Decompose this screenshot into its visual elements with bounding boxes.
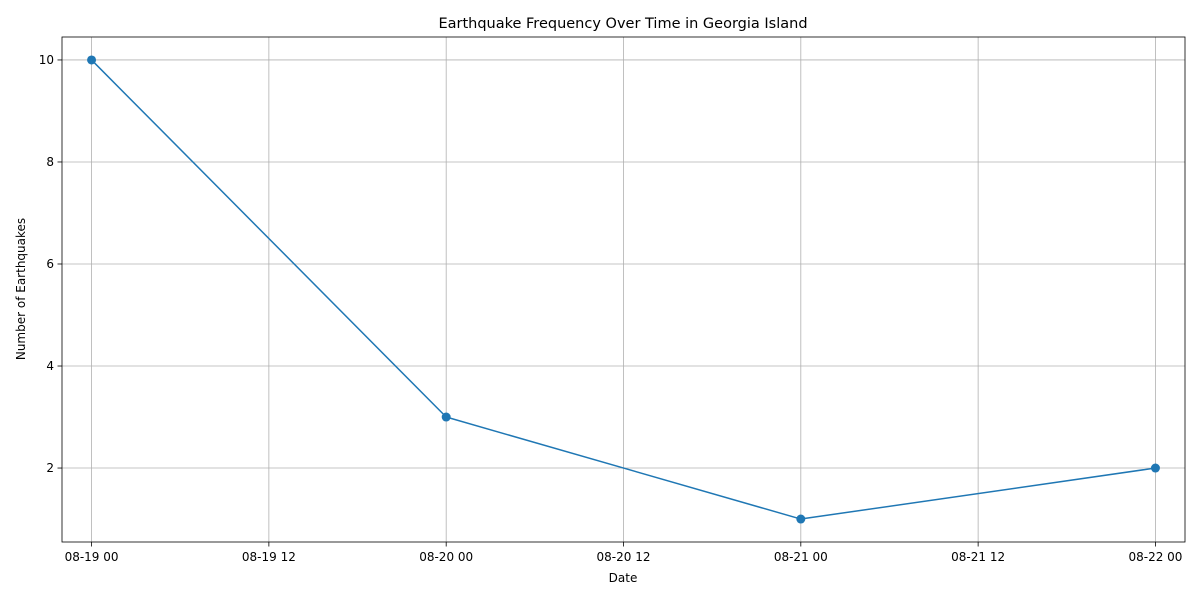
- series-line: [91, 59, 1156, 520]
- x-tick-label: 08-19 12: [242, 550, 296, 564]
- data-point: [87, 55, 97, 65]
- data-point: [796, 514, 806, 524]
- x-axis-label: Date: [609, 571, 638, 585]
- data-point: [441, 412, 451, 422]
- y-tick-label: 6: [46, 257, 54, 271]
- x-tick-label: 08-21 12: [951, 550, 1005, 564]
- y-tick-label: 4: [46, 359, 54, 373]
- x-tick-label: 08-20 00: [419, 550, 473, 564]
- data-point: [1150, 463, 1160, 473]
- x-tick-label: 08-20 12: [597, 550, 651, 564]
- y-axis-label: Number of Earthquakes: [14, 218, 28, 360]
- x-tick-label: 08-19 00: [65, 550, 119, 564]
- ticks: 08-19 00 08-19 12 08-20 00 08-20 12 08-21 00…: [39, 53, 1183, 564]
- x-tick-label: 08-21 00: [774, 550, 828, 564]
- chart-title: Earthquake Frequency Over Time in Georgi…: [438, 16, 807, 32]
- y-tick-label: 10: [39, 53, 54, 67]
- series-layer: [87, 55, 1160, 524]
- x-tick-label: 08-22 00: [1128, 550, 1182, 564]
- grid: [62, 37, 1185, 542]
- y-tick-label: 2: [46, 461, 54, 475]
- y-tick-label: 8: [46, 155, 54, 169]
